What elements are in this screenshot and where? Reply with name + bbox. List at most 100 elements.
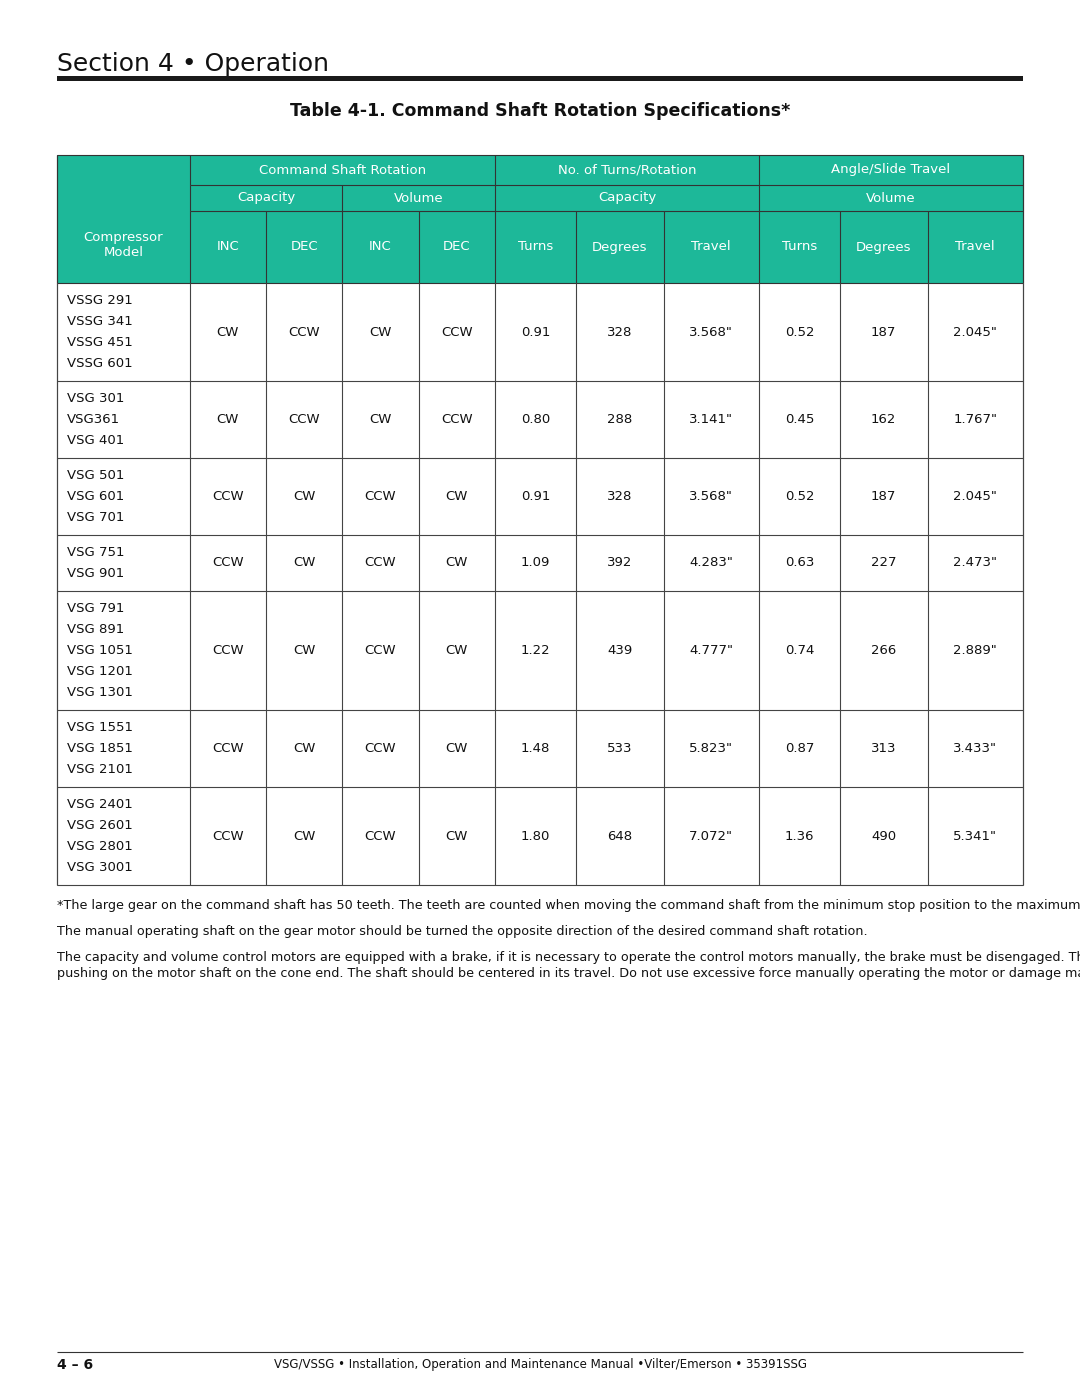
Text: Model: Model [104,246,144,258]
Text: VSG 1051: VSG 1051 [67,644,133,657]
Text: VSG 1851: VSG 1851 [67,742,133,754]
Text: 187: 187 [872,326,896,338]
Bar [57,75,1023,81]
Text: CW: CW [293,644,315,657]
Text: 227: 227 [870,556,896,570]
Text: CCW: CCW [288,414,320,426]
Text: VSG 301: VSG 301 [67,393,124,405]
Text: CCW: CCW [441,326,473,338]
Text: CCW: CCW [212,742,244,754]
Text: 0.91: 0.91 [521,490,550,503]
Text: 2.889": 2.889" [954,644,997,657]
Text: VSG361: VSG361 [67,414,120,426]
Text: Capacity: Capacity [237,191,295,204]
Text: VSG 2801: VSG 2801 [67,840,133,854]
Text: CW: CW [446,830,468,842]
Text: 4 – 6: 4 – 6 [57,1358,93,1372]
Text: 0.87: 0.87 [785,742,814,754]
Text: CCW: CCW [365,644,396,657]
Text: 0.52: 0.52 [785,490,814,503]
Text: CW: CW [217,414,239,426]
Text: VSG/VSSG • Installation, Operation and Maintenance Manual •Vilter/Emerson • 3539: VSG/VSSG • Installation, Operation and M… [273,1358,807,1370]
Text: CW: CW [446,490,468,503]
Text: No. of Turns/Rotation: No. of Turns/Rotation [557,163,697,176]
Text: CW: CW [293,556,315,570]
Text: CCW: CCW [365,742,396,754]
Text: 162: 162 [872,414,896,426]
Text: 5.823": 5.823" [689,742,733,754]
Text: CW: CW [446,742,468,754]
Text: CW: CW [293,742,315,754]
Text: 392: 392 [607,556,633,570]
Text: CW: CW [217,326,239,338]
Text: VSG 891: VSG 891 [67,623,124,636]
Bar [57,591,1023,710]
Text: Table 4-1. Command Shaft Rotation Specifications*: Table 4-1. Command Shaft Rotation Specif… [289,102,791,120]
Text: VSG 401: VSG 401 [67,434,124,447]
Bar [57,381,1023,458]
Text: VSG 2101: VSG 2101 [67,763,133,775]
Text: CCW: CCW [365,490,396,503]
Text: 328: 328 [607,326,633,338]
Text: CW: CW [293,490,315,503]
Text: VSSG 291: VSSG 291 [67,293,133,307]
Text: Travel: Travel [691,240,731,253]
Text: Capacity: Capacity [598,191,657,204]
Text: CCW: CCW [288,326,320,338]
Text: VSG 791: VSG 791 [67,602,124,615]
Text: 5.341": 5.341" [954,830,997,842]
Text: Volume: Volume [866,191,916,204]
Text: VSG 2601: VSG 2601 [67,819,133,833]
Text: 0.52: 0.52 [785,326,814,338]
Text: CW: CW [446,644,468,657]
Text: 1.22: 1.22 [521,644,551,657]
Text: 266: 266 [872,644,896,657]
Text: CW: CW [369,326,392,338]
Text: 0.74: 0.74 [785,644,814,657]
Text: 439: 439 [607,644,633,657]
Text: *The large gear on the command shaft has 50 teeth. The teeth are counted when mo: *The large gear on the command shaft has… [57,900,1080,912]
Text: CCW: CCW [441,414,473,426]
Text: Angle/Slide Travel: Angle/Slide Travel [832,163,950,176]
Text: 187: 187 [872,490,896,503]
Text: 3.568": 3.568" [689,326,733,338]
Text: Travel: Travel [956,240,995,253]
Text: CCW: CCW [212,490,244,503]
Text: 3.568": 3.568" [689,490,733,503]
Text: DEC: DEC [443,240,471,253]
Text: 1.80: 1.80 [521,830,550,842]
Text: 4.283": 4.283" [689,556,733,570]
Text: CW: CW [446,556,468,570]
Text: 2.045": 2.045" [954,326,997,338]
Text: VSSG 341: VSSG 341 [67,314,133,328]
Text: 3.141": 3.141" [689,414,733,426]
Text: CW: CW [293,830,315,842]
Text: 0.80: 0.80 [521,414,550,426]
Text: 533: 533 [607,742,633,754]
Bar [57,284,1023,381]
Text: 1.48: 1.48 [521,742,550,754]
Text: The manual operating shaft on the gear motor should be turned the opposite direc: The manual operating shaft on the gear m… [57,925,867,937]
Text: VSG 1551: VSG 1551 [67,721,133,733]
Text: 3.433": 3.433" [954,742,997,754]
Text: 2.473": 2.473" [954,556,997,570]
Text: 0.45: 0.45 [785,414,814,426]
Text: VSSG 601: VSSG 601 [67,358,133,370]
Text: INC: INC [369,240,392,253]
Text: 1.09: 1.09 [521,556,550,570]
Text: CCW: CCW [212,644,244,657]
Text: 1.767": 1.767" [954,414,997,426]
Text: Compressor: Compressor [83,231,163,244]
Text: 490: 490 [872,830,896,842]
Text: 0.91: 0.91 [521,326,550,338]
Text: Section 4 • Operation: Section 4 • Operation [57,52,329,75]
Text: VSG 751: VSG 751 [67,546,124,559]
Text: 4.777": 4.777" [689,644,733,657]
Text: VSG 601: VSG 601 [67,490,124,503]
Text: VSG 501: VSG 501 [67,469,124,482]
Text: CCW: CCW [212,830,244,842]
Text: Turns: Turns [782,240,818,253]
Text: INC: INC [216,240,239,253]
Text: Degrees: Degrees [856,240,912,253]
Text: 648: 648 [607,830,632,842]
